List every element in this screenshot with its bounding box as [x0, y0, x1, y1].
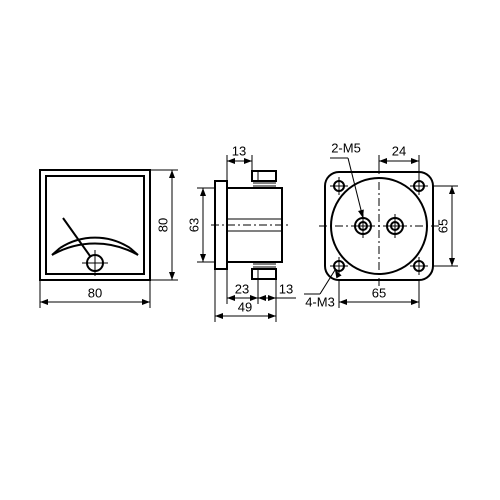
dim-side-49-value: 49 — [238, 299, 252, 314]
dim-rear-24-value: 24 — [392, 143, 406, 158]
dim-front-width: 80 — [40, 280, 150, 308]
dim-rear-width-value: 65 — [372, 285, 386, 300]
label-4m3-text: 4-M3 — [305, 294, 335, 309]
dim-front-height-value: 80 — [155, 218, 170, 232]
dim-front-height: 80 — [150, 170, 178, 280]
dim-side-face-top-value: 13 — [232, 143, 246, 158]
dim-side-height: 63 — [186, 188, 215, 262]
dim-rear-height: 65 — [433, 186, 458, 266]
dim-side-face-top: 13 — [227, 143, 252, 181]
side-view: 63 13 23 13 4 — [186, 143, 296, 322]
front-view: 80 80 — [40, 170, 178, 308]
rear-view: 2-M5 4-M3 24 65 — [304, 140, 458, 309]
dim-side-23-value: 23 — [235, 281, 249, 296]
dim-front-width-value: 80 — [88, 285, 102, 300]
side-terminal-bottom — [252, 264, 276, 279]
dim-side-height-value: 63 — [186, 218, 201, 232]
label-4m3: 4-M3 — [304, 269, 342, 310]
technical-drawing: 80 80 — [0, 0, 500, 500]
dim-side-13-value: 13 — [279, 281, 293, 296]
label-2m5-text: 2-M5 — [331, 140, 361, 155]
side-terminal-top — [252, 171, 276, 186]
dim-rear-height-value: 65 — [435, 219, 450, 233]
